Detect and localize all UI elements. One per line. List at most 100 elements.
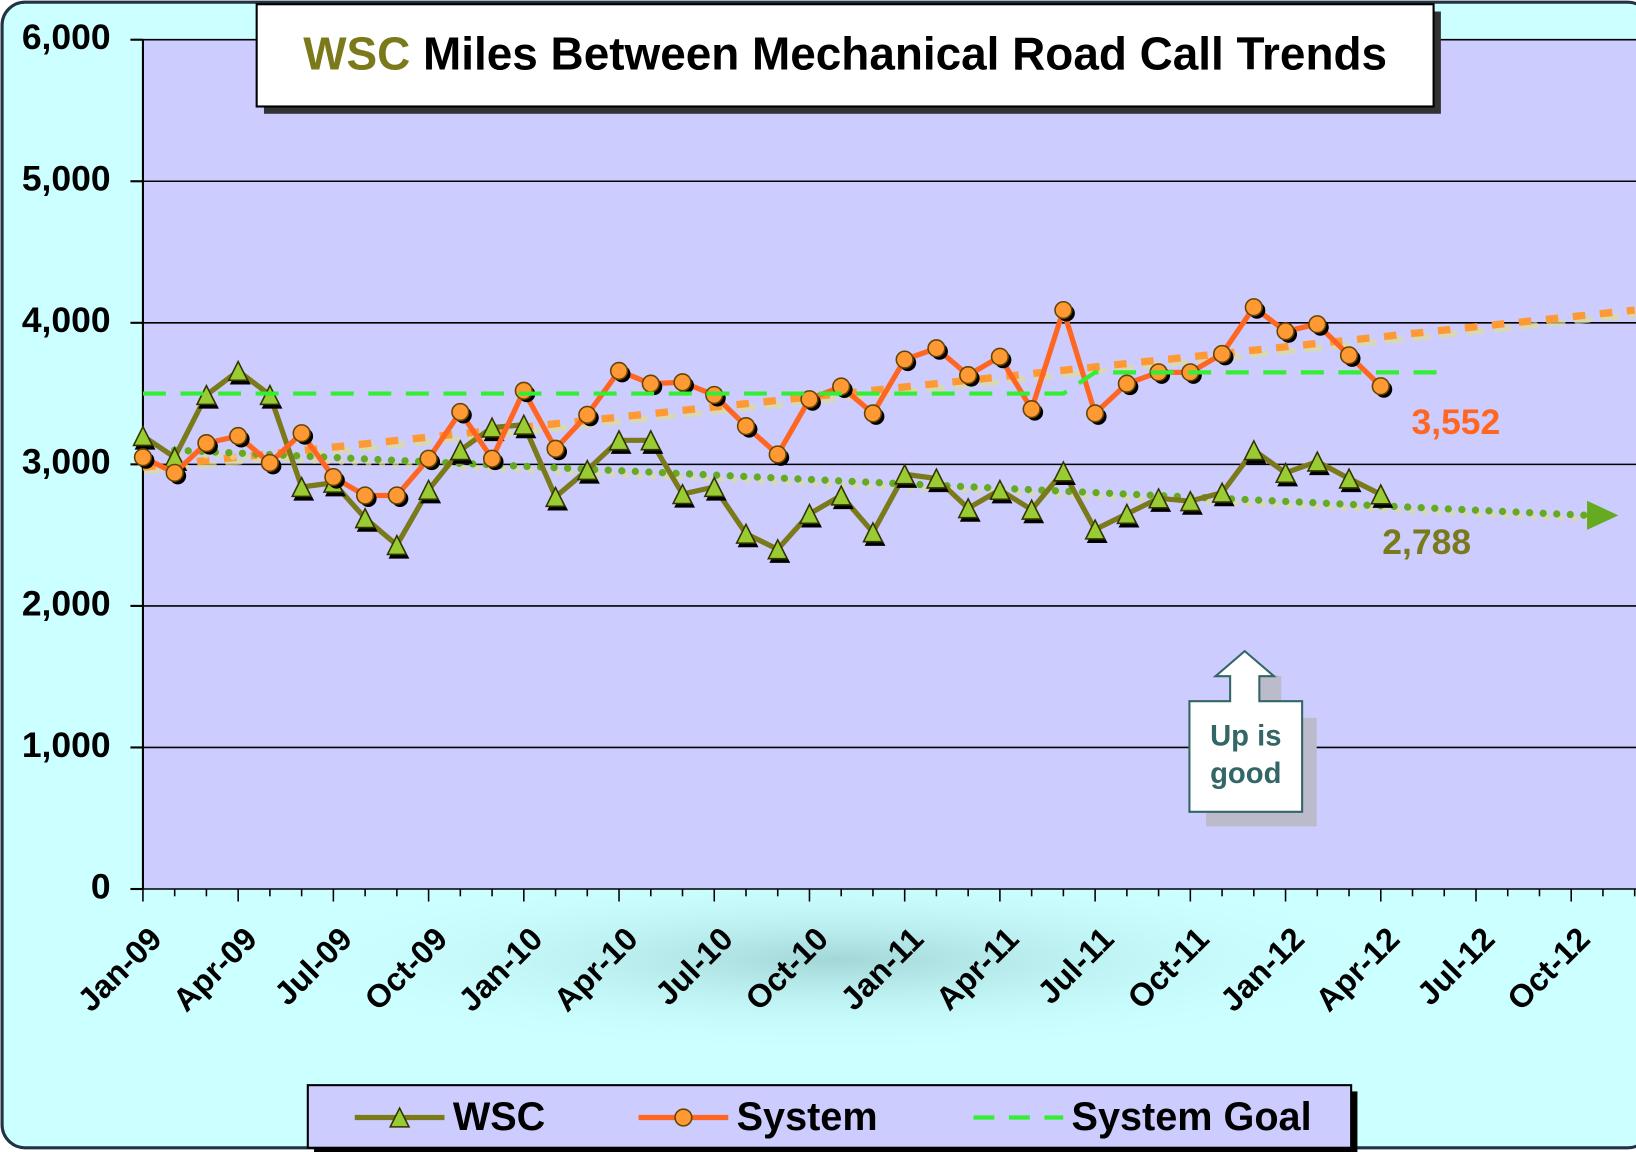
marker [1022,400,1041,419]
marker [292,424,311,443]
marker [1274,461,1297,484]
marker [768,445,787,464]
chart-title: WSC Miles Between Mechanical Road Call T… [303,28,1387,80]
marker [417,478,440,501]
marker [767,538,789,560]
marker [895,350,914,369]
title-prefix: WSC [303,28,410,80]
marker [703,475,725,498]
marker [387,486,406,505]
callout: Up is good [1188,649,1317,827]
marker [959,366,978,385]
marker [990,347,1010,366]
marker [481,416,503,438]
marker [227,359,249,382]
marker [133,448,153,467]
marker [1052,460,1075,482]
marker [1054,300,1073,320]
legend-label: WSC [453,1095,545,1139]
marker [957,497,979,519]
marker [165,463,184,482]
marker [800,390,819,409]
marker [419,449,438,468]
marker [671,482,694,505]
marker [736,417,756,436]
marker [1370,483,1392,505]
y-tick-label: 0 [91,866,111,906]
marker [894,463,916,485]
marker [735,522,757,544]
marker [1338,467,1360,489]
marker [1211,481,1233,503]
trendline [171,446,1591,519]
legend-label: System Goal [1072,1095,1312,1139]
marker [1276,322,1295,341]
title-text: Miles Between Mechanical Road Call Trend… [423,28,1387,80]
trend-arrow [1587,500,1619,530]
marker [578,405,597,424]
marker [1084,518,1106,540]
callout-text: good [1210,758,1281,790]
marker [576,458,598,481]
marker [1117,374,1136,393]
marker [609,361,629,381]
marker [798,502,821,525]
marker [1243,439,1265,461]
marker [641,374,660,393]
marker [197,433,216,453]
callout-box [1188,649,1304,813]
legend: WSC System System Goal [306,1084,1358,1152]
marker [386,533,408,556]
marker [449,439,471,461]
series-line [142,370,1445,396]
callout-text: Up is [1210,720,1281,752]
legend-label: System [737,1095,878,1139]
y-tick-label: 4,000 [22,300,111,340]
marker [1212,344,1232,364]
marker [1244,298,1263,317]
marker [260,453,280,473]
marker [324,467,343,487]
marker [354,507,376,529]
marker [1147,487,1170,509]
marker [546,439,565,458]
title-frame [255,3,1435,108]
marker [1339,346,1359,365]
trendline-shadow [175,451,1595,523]
marker [290,475,313,498]
series-line [141,304,1383,499]
marker [1371,377,1390,396]
marker [673,373,692,392]
marker [1085,404,1105,423]
value-label: 2,788 [1382,522,1471,562]
legend-frame [306,1084,1353,1149]
marker [1179,490,1201,512]
trendline-shadow [143,311,1636,475]
legend-marker [674,1108,693,1127]
marker [229,426,248,446]
marker [451,402,470,422]
marker [1020,498,1043,520]
marker [1116,502,1138,525]
series-line [141,368,1382,552]
marker [925,467,948,489]
y-tick-label: 5,000 [22,159,111,199]
marker [640,429,662,451]
y-tick-label: 3,000 [22,442,111,482]
marker [482,449,502,468]
y-tick-label: 6,000 [22,17,111,57]
marker [927,339,946,358]
marker [1308,315,1327,334]
y-tick-label: 1,000 [22,725,111,765]
marker [863,404,883,423]
marker [132,424,154,447]
marker [608,429,630,451]
legend-marker [388,1106,411,1128]
marker [513,413,535,435]
marker [862,521,884,543]
marker [544,485,567,508]
marker [989,478,1011,501]
background-glow [250,866,1419,1054]
marker [355,486,375,505]
